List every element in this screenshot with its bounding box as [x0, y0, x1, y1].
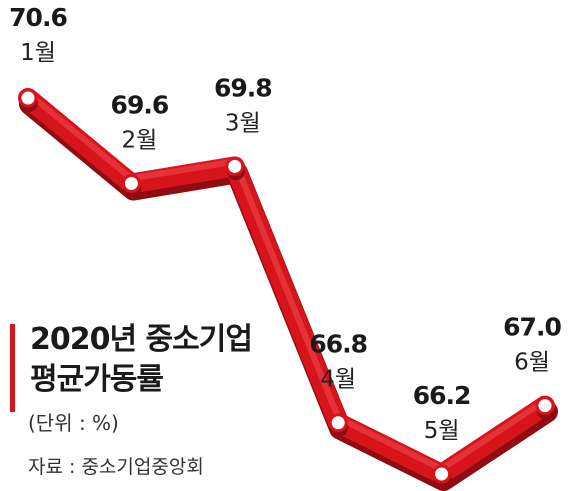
chart-title-line-1: 2020년 중소기업 [30, 322, 253, 357]
series-line-highlight [25, 90, 548, 472]
x-tick-label: 3월 [225, 110, 261, 136]
data-marker [535, 396, 555, 416]
chart-title: 2020년 중소기업 평균가동률 [30, 320, 253, 400]
x-tick-label: 5월 [424, 418, 460, 444]
chart-title-line-2: 평균가동률 [30, 362, 164, 397]
data-marker [225, 156, 245, 176]
data-marker [121, 173, 141, 193]
data-labels: 70.6 1월 69.6 2월 69.8 3월 66.8 4월 66.2 5월 67.0 6월 [9, 3, 562, 444]
data-marker [432, 464, 452, 484]
series-line [18, 88, 555, 484]
x-tick-label: 6월 [514, 350, 550, 376]
x-tick-label: 2월 [122, 127, 158, 153]
data-label-value: 67.0 [503, 313, 561, 342]
data-label-value: 66.8 [309, 330, 367, 359]
data-label-value: 69.8 [214, 73, 272, 102]
x-tick-label: 1월 [20, 40, 56, 66]
data-label-value: 70.6 [9, 3, 67, 32]
data-label-value: 66.2 [413, 381, 471, 410]
title-accent-bar [10, 324, 15, 412]
data-label-value: 69.6 [111, 90, 169, 119]
data-markers [18, 88, 555, 488]
x-tick-label: 4월 [320, 367, 356, 393]
data-marker [18, 88, 38, 108]
unit-label: (단위 : %) [28, 411, 119, 435]
data-marker [328, 413, 348, 433]
source-label: 자료 : 중소기업중앙회 [28, 456, 204, 478]
